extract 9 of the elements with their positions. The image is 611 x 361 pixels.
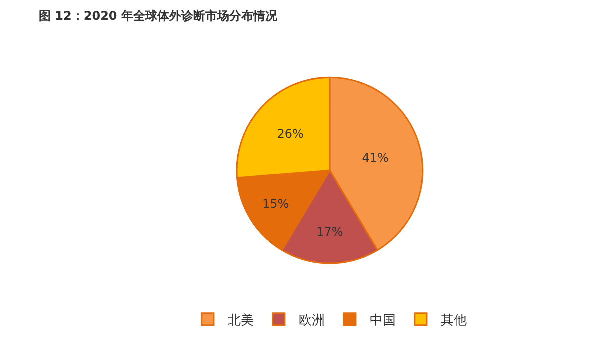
legend-label: 其他 <box>440 314 467 329</box>
chart-title: 图 12：2020 年全球体外诊断市场分布情况 <box>39 9 278 23</box>
data-label: 26% <box>277 127 304 142</box>
legend-label: 中国 <box>370 314 396 329</box>
legend-label: 欧洲 <box>298 314 325 329</box>
legend-label: 北美 <box>228 312 254 329</box>
data-label: 17% <box>316 224 344 239</box>
data-label: 15% <box>262 197 290 212</box>
data-label: 41% <box>362 150 389 165</box>
